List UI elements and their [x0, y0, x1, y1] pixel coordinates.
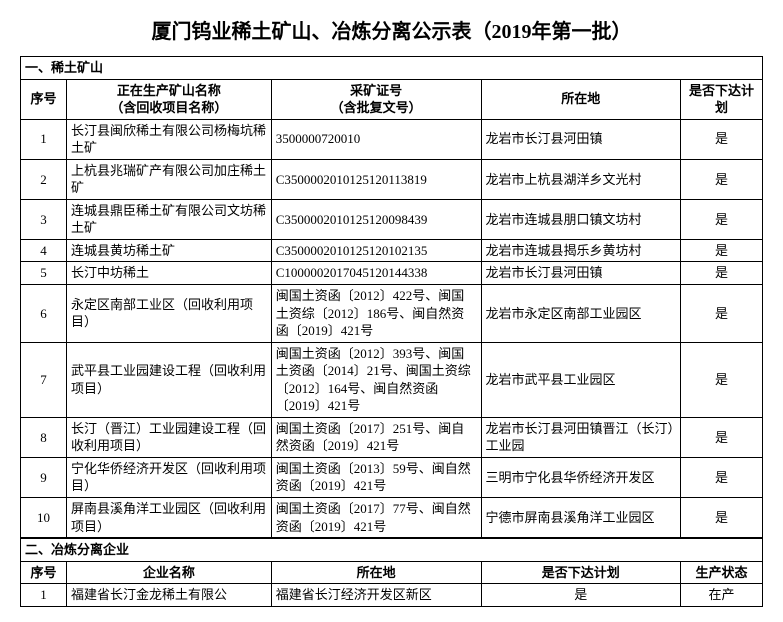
- cell-seq: 7: [21, 342, 67, 417]
- cell-license: 3500000720010: [271, 119, 481, 159]
- table-row: 8长汀（晋江）工业园建设工程（回收利用项目）闽国土资函〔2017〕251号、闽自…: [21, 417, 763, 457]
- cell-seq: 9: [21, 457, 67, 497]
- table-row: 2上杭县兆瑞矿产有限公司加庄稀土矿C3500002010125120113819…: [21, 159, 763, 199]
- cell-seq: 3: [21, 199, 67, 239]
- cell-name: 长汀（晋江）工业园建设工程（回收利用项目）: [67, 417, 272, 457]
- cell-license: C3500002010125120113819: [271, 159, 481, 199]
- cell-plan: 是: [681, 119, 763, 159]
- table-row: 1长汀县闽欣稀土有限公司杨梅坑稀土矿3500000720010龙岩市长汀县河田镇…: [21, 119, 763, 159]
- cell-location: 龙岩市长汀县河田镇: [481, 119, 681, 159]
- cell-license: 闽国土资函〔2017〕77号、闽自然资函〔2019〕421号: [271, 498, 481, 538]
- cell-location: 龙岩市武平县工业园区: [481, 342, 681, 417]
- col2-location: 所在地: [271, 561, 481, 584]
- cell-license: 闽国土资函〔2013〕59号、闽自然资函〔2019〕421号: [271, 457, 481, 497]
- cell-location: 龙岩市长汀县河田镇: [481, 262, 681, 285]
- cell-plan: 是: [681, 285, 763, 343]
- cell-license: C3500002010125120098439: [271, 199, 481, 239]
- cell-license: C3500002010125120102135: [271, 239, 481, 262]
- col2-seq: 序号: [21, 561, 67, 584]
- col-plan: 是否下达计划: [681, 79, 763, 119]
- section2-header-row: 二、冶炼分离企业: [21, 539, 763, 562]
- section2-header: 二、冶炼分离企业: [21, 539, 763, 562]
- table-row: 3连城县鼎臣稀土矿有限公司文坊稀土矿C350000201012512009843…: [21, 199, 763, 239]
- cell-name: 长汀中坊稀土: [67, 262, 272, 285]
- cell-seq: 8: [21, 417, 67, 457]
- cell-name: 连城县黄坊稀土矿: [67, 239, 272, 262]
- cell-location: 龙岩市连城县朋口镇文坊村: [481, 199, 681, 239]
- cell-license: 闽国土资函〔2012〕422号、闽国土资综〔2012〕186号、闽自然资函〔20…: [271, 285, 481, 343]
- cell-name: 长汀县闽欣稀土有限公司杨梅坑稀土矿: [67, 119, 272, 159]
- cell-name: 屏南县溪角洋工业园区（回收利用项目）: [67, 498, 272, 538]
- cell-name: 宁化华侨经济开发区（回收利用项目）: [67, 457, 272, 497]
- cell-name: 武平县工业园建设工程（回收利用项目）: [67, 342, 272, 417]
- cell-license: 闽国土资函〔2012〕393号、闽国土资函〔2014〕21号、闽国土资综〔201…: [271, 342, 481, 417]
- cell-plan: 是: [681, 342, 763, 417]
- cell-name: 上杭县兆瑞矿产有限公司加庄稀土矿: [67, 159, 272, 199]
- cell-location: 福建省长汀经济开发区新区: [271, 584, 481, 607]
- cell-plan: 是: [681, 262, 763, 285]
- mines-table: 一、稀土矿山 序号 正在生产矿山名称（含回收项目名称） 采矿证号（含批复文号） …: [20, 56, 763, 538]
- cell-plan: 是: [681, 498, 763, 538]
- cell-name: 永定区南部工业区（回收利用项目）: [67, 285, 272, 343]
- cell-seq: 6: [21, 285, 67, 343]
- col-license: 采矿证号（含批复文号）: [271, 79, 481, 119]
- cell-location: 龙岩市上杭县湖洋乡文光村: [481, 159, 681, 199]
- col-location: 所在地: [481, 79, 681, 119]
- table-row: 6永定区南部工业区（回收利用项目）闽国土资函〔2012〕422号、闽国土资综〔2…: [21, 285, 763, 343]
- smelting-table: 二、冶炼分离企业 序号 企业名称 所在地 是否下达计划 生产状态 1福建省长汀金…: [20, 538, 763, 607]
- cell-license: C1000002017045120144338: [271, 262, 481, 285]
- cell-plan: 是: [681, 239, 763, 262]
- col2-status: 生产状态: [681, 561, 763, 584]
- col-seq: 序号: [21, 79, 67, 119]
- table-row: 1福建省长汀金龙稀土有限公福建省长汀经济开发区新区是在产: [21, 584, 763, 607]
- cell-seq: 10: [21, 498, 67, 538]
- section1-columns-row: 序号 正在生产矿山名称（含回收项目名称） 采矿证号（含批复文号） 所在地 是否下…: [21, 79, 763, 119]
- table-row: 9宁化华侨经济开发区（回收利用项目）闽国土资函〔2013〕59号、闽自然资函〔2…: [21, 457, 763, 497]
- section1-header: 一、稀土矿山: [21, 57, 763, 80]
- cell-plan: 是: [681, 199, 763, 239]
- cell-location: 三明市宁化县华侨经济开发区: [481, 457, 681, 497]
- cell-name: 连城县鼎臣稀土矿有限公司文坊稀土矿: [67, 199, 272, 239]
- cell-seq: 5: [21, 262, 67, 285]
- table-row: 5长汀中坊稀土C1000002017045120144338龙岩市长汀县河田镇是: [21, 262, 763, 285]
- cell-seq: 2: [21, 159, 67, 199]
- cell-location: 龙岩市永定区南部工业园区: [481, 285, 681, 343]
- table-row: 7武平县工业园建设工程（回收利用项目）闽国土资函〔2012〕393号、闽国土资函…: [21, 342, 763, 417]
- section1-header-row: 一、稀土矿山: [21, 57, 763, 80]
- cell-status: 在产: [681, 584, 763, 607]
- table-row: 4连城县黄坊稀土矿C3500002010125120102135龙岩市连城县揭乐…: [21, 239, 763, 262]
- cell-plan: 是: [481, 584, 681, 607]
- cell-location: 龙岩市长汀县河田镇晋江（长汀）工业园: [481, 417, 681, 457]
- cell-location: 龙岩市连城县揭乐乡黄坊村: [481, 239, 681, 262]
- cell-seq: 4: [21, 239, 67, 262]
- cell-seq: 1: [21, 584, 67, 607]
- cell-plan: 是: [681, 417, 763, 457]
- col2-plan: 是否下达计划: [481, 561, 681, 584]
- col2-name: 企业名称: [67, 561, 272, 584]
- col-name: 正在生产矿山名称（含回收项目名称）: [67, 79, 272, 119]
- cell-name: 福建省长汀金龙稀土有限公: [67, 584, 272, 607]
- section2-columns-row: 序号 企业名称 所在地 是否下达计划 生产状态: [21, 561, 763, 584]
- page-title: 厦门钨业稀土矿山、冶炼分离公示表（2019年第一批）: [20, 15, 763, 44]
- cell-license: 闽国土资函〔2017〕251号、闽自然资函〔2019〕421号: [271, 417, 481, 457]
- table-row: 10屏南县溪角洋工业园区（回收利用项目）闽国土资函〔2017〕77号、闽自然资函…: [21, 498, 763, 538]
- cell-plan: 是: [681, 159, 763, 199]
- cell-seq: 1: [21, 119, 67, 159]
- cell-location: 宁德市屏南县溪角洋工业园区: [481, 498, 681, 538]
- cell-plan: 是: [681, 457, 763, 497]
